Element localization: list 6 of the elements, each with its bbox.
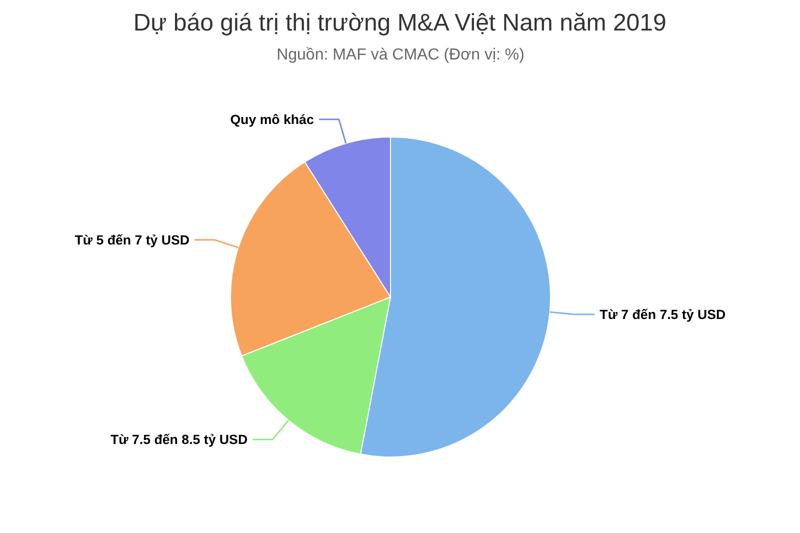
chart-subtitle: Nguồn: MAF và CMAC (Đơn vị: %) xyxy=(276,46,524,64)
slice-label: Từ 5 đến 7 tỷ USD xyxy=(74,232,190,248)
slice-label: Từ 7 đến 7.5 tỷ USD xyxy=(600,306,726,322)
slice-label: Quy mô khác xyxy=(230,112,314,127)
chart-title: Dự báo giá trị thị trường M&A Việt Nam năm 2019 xyxy=(133,10,666,36)
slice-label: Từ 7.5 đến 8.5 tỷ USD xyxy=(110,432,248,448)
